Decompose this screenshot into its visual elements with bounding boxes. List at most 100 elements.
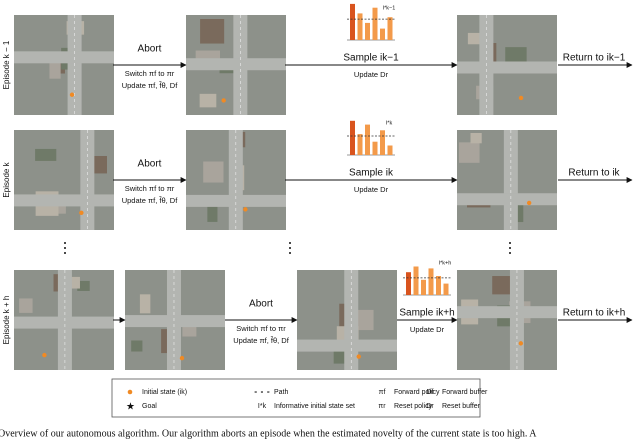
- novelty-bar: [365, 22, 370, 40]
- legend-label: Reset buffer: [442, 403, 481, 410]
- update-reset-label: Update Dr: [354, 185, 389, 194]
- initial-state: [518, 95, 524, 101]
- legend-symbol: πr: [378, 403, 386, 410]
- road: [186, 58, 286, 71]
- building: [131, 340, 143, 352]
- novelty-bar: [372, 7, 378, 40]
- road: [457, 193, 557, 206]
- legend-label: Reset policy: [394, 403, 433, 410]
- road: [14, 194, 114, 207]
- caption: Overview of our autonomous algorithm. Ou…: [0, 428, 537, 439]
- legend-label: Forward policy: [394, 389, 440, 396]
- legend-symbol: πf: [379, 389, 386, 396]
- novelty-bar: [428, 268, 434, 295]
- legend-dot: [127, 389, 133, 395]
- ellipsis-dot: [509, 242, 511, 244]
- building: [458, 142, 480, 163]
- sample-label: Sample ik: [349, 168, 394, 179]
- building: [19, 298, 33, 313]
- road: [14, 316, 114, 329]
- building: [139, 294, 151, 314]
- legend-box: [111, 378, 481, 418]
- novelty-bar: [443, 283, 449, 295]
- ellipsis-dot: [289, 242, 291, 244]
- novelty-bar: [365, 124, 370, 155]
- initial-state: [69, 92, 75, 97]
- building: [49, 55, 61, 79]
- initial-state: [243, 207, 248, 212]
- legend-label: Forward buffer: [442, 389, 488, 396]
- abort-label: Abort: [138, 159, 162, 170]
- image-bg: [14, 130, 114, 230]
- map-image: [457, 270, 557, 370]
- map-image: [457, 15, 557, 115]
- initial-state: [42, 352, 47, 358]
- sample-label: Sample ik+h: [399, 308, 454, 319]
- update-reset-label: Update Dr: [410, 325, 445, 334]
- novelty-bar: [387, 145, 393, 155]
- ellipsis-dot: [509, 247, 511, 249]
- building: [470, 132, 482, 144]
- abort-label: Abort: [138, 44, 162, 55]
- threshold-label: I*k+h: [439, 260, 452, 266]
- initial-state: [356, 354, 361, 359]
- novelty-bar: [357, 134, 363, 155]
- map-image: [14, 130, 114, 230]
- novelty-bar: [406, 272, 411, 295]
- ellipsis-dot: [64, 242, 66, 244]
- novelty-bar: [380, 130, 385, 155]
- return-label: Return to ik: [568, 168, 620, 179]
- novelty-bar: [413, 266, 419, 295]
- threshold-label: I*k−1: [383, 5, 396, 11]
- ellipsis-dot: [509, 252, 511, 254]
- building: [207, 206, 218, 222]
- legend-label: Initial state (ik): [142, 389, 187, 396]
- update-label: Update πf, f̂θ, Df: [122, 81, 179, 90]
- novelty-bar: [380, 28, 385, 40]
- building: [200, 19, 225, 44]
- novelty-bar: [436, 276, 441, 295]
- switch-label: Switch πf to πr: [125, 184, 175, 193]
- legend-symbol: I*k: [258, 403, 267, 410]
- legend-symbol: Dr: [426, 403, 434, 410]
- novelty-bar: [357, 13, 363, 40]
- legend-star: ★: [126, 401, 135, 412]
- novelty-bar: [387, 17, 393, 40]
- sample-label: Sample ik−1: [343, 53, 399, 64]
- episode-label: Episode k − 1: [2, 40, 11, 89]
- building: [467, 32, 485, 45]
- building: [199, 93, 217, 108]
- road: [125, 315, 225, 328]
- return-label: Return to ik+h: [563, 308, 626, 319]
- initial-state: [179, 355, 185, 361]
- map-image: [186, 15, 286, 115]
- legend-label: Informative initial state set: [274, 403, 355, 410]
- building: [63, 276, 80, 289]
- novelty-bar: [372, 141, 378, 155]
- map-image: [125, 270, 225, 370]
- map-image: [186, 130, 286, 230]
- return-label: Return to ik−1: [563, 53, 626, 64]
- map-image: [297, 270, 397, 370]
- map-image: [14, 15, 114, 115]
- road: [457, 61, 557, 74]
- threshold-label: I*k: [386, 120, 393, 126]
- switch-label: Switch πf to πr: [125, 69, 175, 78]
- building: [35, 148, 57, 161]
- road: [14, 51, 114, 64]
- novelty-bar: [421, 279, 426, 295]
- initial-state: [518, 341, 524, 346]
- abort-label: Abort: [249, 299, 273, 310]
- initial-state: [221, 98, 226, 103]
- road: [186, 194, 286, 207]
- building: [90, 155, 107, 174]
- initial-state: [79, 210, 84, 216]
- ellipsis-dot: [289, 252, 291, 254]
- episode-label: Episode k + h: [2, 296, 11, 345]
- building: [77, 280, 90, 291]
- switch-label: Switch πf to πr: [236, 324, 286, 333]
- map-image: [457, 130, 557, 230]
- legend-label: Goal: [142, 403, 157, 410]
- map-image: [14, 270, 114, 370]
